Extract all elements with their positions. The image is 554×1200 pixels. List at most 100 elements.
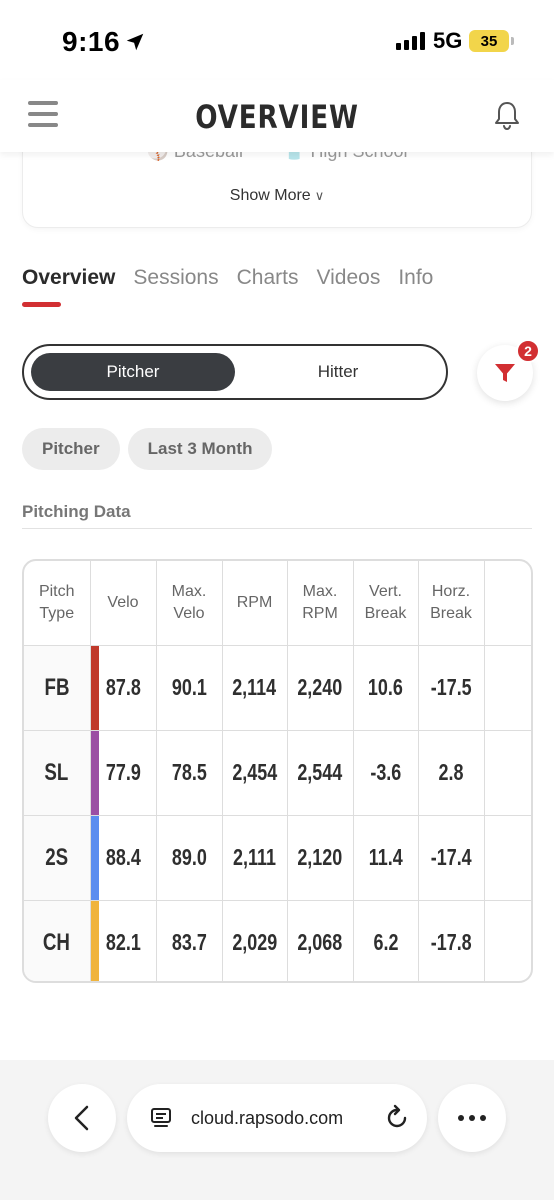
cell-vert-break: 11.4 [353,815,419,901]
pitch-type-cell: 2S [24,815,91,901]
more-options-button[interactable] [438,1084,506,1152]
cell-vert-break: 10.6 [353,645,419,731]
cell-max-rpm: 2,068 [287,900,354,981]
network-label: 5G [433,28,463,53]
column-header-line: Break [430,604,472,622]
tab-bar: Overview Sessions Charts Videos Info [22,266,433,290]
cell-value: -17.8 [430,929,472,956]
page-title: OVERVIEW [195,98,359,136]
cell-horz-break: -17.5 [418,645,485,731]
cell-velo: 87.8 [90,645,157,731]
cell-value: 87.8 [105,674,141,700]
cell-rpm: 2,454 [222,730,288,816]
cell-rpm: 2,114 [222,645,288,731]
pitch-color-bar [90,815,99,900]
show-more-button[interactable]: Show More ∨ [23,187,531,205]
battery-icon: 35 [469,30,514,52]
role-toggle: Pitcher Hitter [22,344,448,400]
cell-value: 78.5 [171,759,207,785]
cell-value: 2,240 [297,674,343,700]
column-header: Vert. Break [353,561,419,646]
hamburger-menu-icon[interactable] [28,101,58,127]
column-header-line: Break [364,604,407,622]
battery-level: 35 [480,32,498,50]
filter-chip-range[interactable]: Last 3 Month [127,428,273,470]
tab-overview[interactable]: Overview [22,266,116,289]
notification-bell-icon[interactable] [492,100,522,132]
cell-vert-break: -3.6 [353,730,419,816]
cell-spin-eff: 99.7 [484,815,531,901]
cell-max-rpm: 2,120 [287,815,354,901]
data-table: Pitch Type Velo Max. Velo RPM Max. RPM Vert. Brea… [24,561,532,981]
location-arrow-icon [126,33,144,51]
table-row[interactable]: SL 77.9 78.5 2,454 2,544 -3.6 2.8 43.3 [24,730,531,816]
browser-toolbar: cloud.rapsodo.com [0,1060,554,1200]
cell-max-velo: 83.7 [156,900,223,981]
cell-value: 88.4 [105,844,141,870]
pitch-type: CH [43,928,71,956]
pitch-type: 2S [45,843,69,871]
cell-value: -17.5 [430,674,472,700]
status-bar: 9:16 5G 35 [0,0,554,80]
active-filters: Pitcher Last 3 Month [22,428,273,470]
chevron-left-icon [74,1105,89,1131]
table-row[interactable]: CH 82.1 83.7 2,029 2,068 6.2 -17.8 96.7 [24,900,531,981]
column-header-line: RPM [236,593,273,611]
pitching-data-table[interactable]: Pitch Type Velo Max. Velo RPM Max. RPM Vert. Brea… [22,559,533,983]
cell-max-velo: 90.1 [156,645,223,731]
signal-icon [396,32,425,50]
toggle-pitcher[interactable]: Pitcher [31,353,235,391]
tab-videos[interactable]: Videos [316,266,381,289]
tab-charts[interactable]: Charts [236,266,299,289]
tab-info[interactable]: Info [398,266,434,289]
cell-spin-eff: 97.7 [484,645,531,731]
cell-max-velo: 78.5 [156,730,223,816]
active-tab-indicator [22,302,61,307]
toggle-hitter[interactable]: Hitter [317,362,359,381]
column-header: Velo [90,561,157,646]
column-header-line: Spin [487,581,532,603]
column-header-line: Max. [302,582,338,600]
pitch-color-bar [90,645,99,730]
page-info-icon [151,1108,171,1127]
column-header: Max. RPM [287,561,354,646]
column-header: Pitch Type [24,561,91,646]
column-header-line: Horz. [431,582,471,600]
cell-max-rpm: 2,240 [287,645,354,731]
table-row[interactable]: FB 87.8 90.1 2,114 2,240 10.6 -17.5 97.7 [24,645,531,731]
cell-value: -3.6 [370,759,401,785]
column-header-line: Eff. [487,603,532,625]
cell-velo: 88.4 [90,815,157,901]
cell-value: 2,029 [232,929,277,956]
table-body: FB 87.8 90.1 2,114 2,240 10.6 -17.5 97.7 SL 77.9 7… [24,645,531,981]
column-header-line: Vert. [369,582,402,600]
pitch-color-bar [90,900,99,981]
cell-value: 11.4 [368,844,403,870]
cell-value: 89.0 [171,844,207,870]
table-header-row: Pitch Type Velo Max. Velo RPM Max. RPM Vert. Brea… [24,561,532,646]
reload-icon[interactable] [383,1104,411,1132]
column-header-line: RPM [302,604,338,622]
back-button[interactable] [48,1084,116,1152]
cell-value: 2,544 [297,759,343,785]
filter-chip-role[interactable]: Pitcher [22,428,120,470]
column-header-line: Max. [171,582,207,600]
column-header: Max. Velo [156,561,223,646]
cell-value: 6.2 [373,929,398,956]
cell-max-rpm: 2,544 [287,730,354,816]
table-row[interactable]: 2S 88.4 89.0 2,111 2,120 11.4 -17.4 99.7 [24,815,531,901]
pitch-type-cell: FB [24,645,91,731]
cell-value: 2,111 [233,844,276,870]
cell-horz-break: -17.4 [418,815,485,901]
url-text: cloud.rapsodo.com [191,1107,344,1128]
tab-sessions[interactable]: Sessions [133,266,219,289]
status-time: 9:16 [62,26,146,58]
cell-value: -17.4 [430,844,472,870]
section-divider [22,528,532,529]
cell-value: 2,454 [232,759,277,785]
cell-rpm: 2,111 [222,815,288,901]
cell-value: 2.8 [438,759,464,785]
address-bar[interactable]: cloud.rapsodo.com [127,1084,427,1152]
show-more-label: Show More [229,187,311,204]
pitch-type: FB [44,673,70,701]
